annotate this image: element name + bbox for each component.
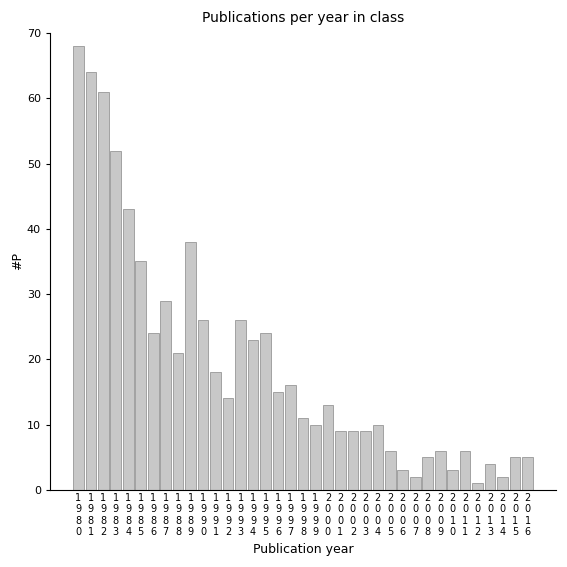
Bar xyxy=(298,418,308,490)
Bar xyxy=(497,477,508,490)
Bar xyxy=(522,457,533,490)
Bar xyxy=(160,301,171,490)
Bar xyxy=(285,386,296,490)
Bar xyxy=(98,92,109,490)
Bar xyxy=(310,425,321,490)
Bar xyxy=(472,483,483,490)
Bar xyxy=(485,464,496,490)
Bar xyxy=(198,320,209,490)
Bar xyxy=(235,320,246,490)
Bar xyxy=(86,73,96,490)
Bar xyxy=(348,431,358,490)
Bar xyxy=(123,209,134,490)
Bar xyxy=(410,477,421,490)
Title: Publications per year in class: Publications per year in class xyxy=(202,11,404,25)
Bar xyxy=(447,470,458,490)
Bar xyxy=(173,353,184,490)
Bar xyxy=(323,405,333,490)
Bar xyxy=(136,261,146,490)
Bar xyxy=(111,151,121,490)
Bar xyxy=(435,451,446,490)
Bar xyxy=(248,340,259,490)
Bar xyxy=(385,451,396,490)
Bar xyxy=(260,333,271,490)
Bar xyxy=(360,431,371,490)
Bar xyxy=(210,373,221,490)
Bar xyxy=(510,457,521,490)
Y-axis label: #P: #P xyxy=(11,252,24,270)
X-axis label: Publication year: Publication year xyxy=(253,543,353,556)
Bar xyxy=(397,470,408,490)
Bar xyxy=(273,392,284,490)
Bar xyxy=(73,46,84,490)
Bar xyxy=(373,425,383,490)
Bar xyxy=(223,399,234,490)
Bar xyxy=(460,451,471,490)
Bar xyxy=(185,242,196,490)
Bar xyxy=(422,457,433,490)
Bar xyxy=(148,333,159,490)
Bar xyxy=(335,431,346,490)
